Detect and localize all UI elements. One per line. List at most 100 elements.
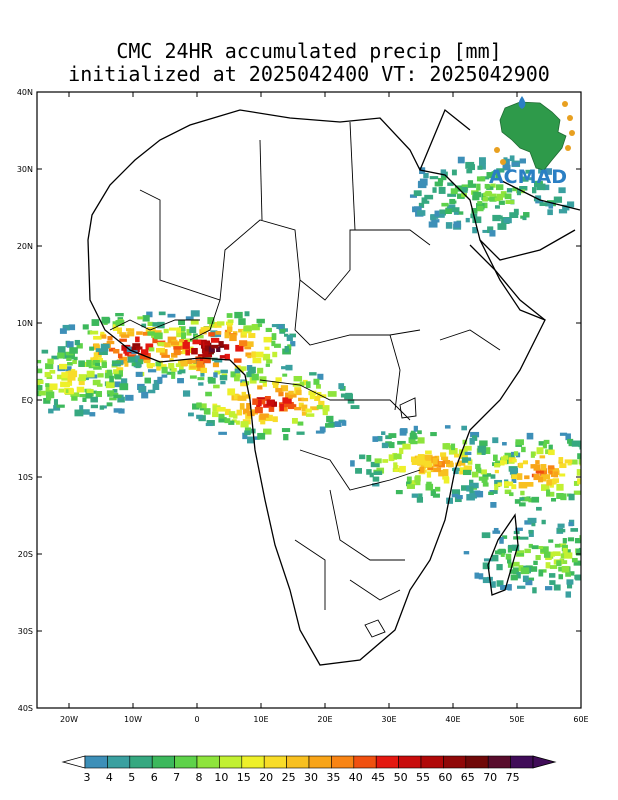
precip-cell [504,481,514,487]
precip-cell [594,455,599,461]
precip-cell [236,409,243,416]
precip-cell [545,202,552,207]
precip-cell [238,318,246,325]
colorbar-swatch [241,755,265,769]
precip-cell [187,360,196,364]
precip-cell [268,406,275,412]
precip-cell [127,331,135,337]
precip-cell [432,457,438,465]
precip-cell [41,349,49,354]
precip-cell [82,397,87,402]
precip-cell [558,457,564,463]
precip-cell [89,346,95,351]
colorbar-label: 70 [483,771,497,784]
precip-field [0,155,611,598]
precip-cell [533,560,538,566]
precip-cell [425,450,432,455]
precip-cell [587,447,594,452]
precip-cell [145,328,152,334]
precip-cell [14,373,23,378]
colorbar-swatch [510,755,534,769]
precip-cell [564,552,573,559]
precip-cell [0,391,1,398]
precip-cell [461,425,468,431]
precip-cell [0,353,5,358]
precip-cell [590,491,599,497]
precip-cell [430,432,437,437]
precip-cell [578,457,581,465]
precip-cell [279,328,286,333]
precip-cell [109,375,114,383]
precip-cell [526,432,534,440]
precip-cell [283,398,292,404]
precip-cell [152,336,158,344]
precip-cell [148,347,155,352]
precip-cell [322,405,330,412]
precip-cell [104,372,113,379]
precip-cell [418,493,423,499]
precip-cell [116,367,124,371]
lon-tick-label: 10W [124,715,142,724]
precip-cell [395,489,403,495]
precip-cell [481,193,487,200]
precip-cell [45,384,53,392]
precip-cell [216,406,226,412]
precip-cell [475,467,482,474]
precip-cell [539,202,547,207]
precip-cell [209,322,218,328]
precip-cell [528,529,533,534]
precip-cell [113,408,123,413]
precip-cell [257,432,266,440]
precip-cell [314,395,321,401]
precip-cell [516,473,523,480]
precip-cell [21,382,27,387]
precip-cell [264,346,270,351]
precip-cell [185,348,191,356]
precip-cell [279,403,284,411]
precip-cell [535,181,543,185]
precip-cell [237,366,247,371]
colorbar-swatch [398,755,422,769]
precip-cell [464,451,472,456]
precip-cell [245,394,251,399]
precip-cell [432,493,440,498]
precip-cell [418,202,425,208]
precip-cell [281,428,291,433]
precip-cell [196,364,206,372]
precip-cell [500,191,507,198]
precip-cell [31,376,36,381]
precip-cell [446,445,455,449]
precip-cell [546,491,555,497]
precip-cell [246,403,251,410]
precip-cell [302,379,308,386]
precip-cell [219,355,226,359]
precip-cell [513,208,519,215]
precip-cell [506,188,513,193]
precip-cell [525,580,533,586]
lat-tick-label: 30S [18,627,33,636]
precip-cell [369,472,374,478]
precip-cell [510,574,518,581]
precip-cell [316,384,321,389]
precip-cell [596,562,604,568]
precip-cell [133,347,140,353]
precip-cell [522,460,528,465]
precip-cell [186,329,192,336]
precip-cell [283,328,288,332]
precip-cell [409,432,417,440]
colorbar-swatch [375,755,399,769]
precip-cell [491,171,501,176]
precip-cell [604,534,611,538]
coastlines [87,108,581,666]
precip-cell [454,453,460,458]
precip-cell [535,555,541,561]
precip-cell [399,465,406,473]
precip-cell [598,490,605,496]
precip-cell [309,372,317,376]
precip-cell [425,483,434,491]
precip-cell [90,390,97,394]
precip-cell [13,395,20,400]
precip-cell [224,418,231,424]
precip-cell [203,353,213,358]
precip-cell [199,403,207,409]
